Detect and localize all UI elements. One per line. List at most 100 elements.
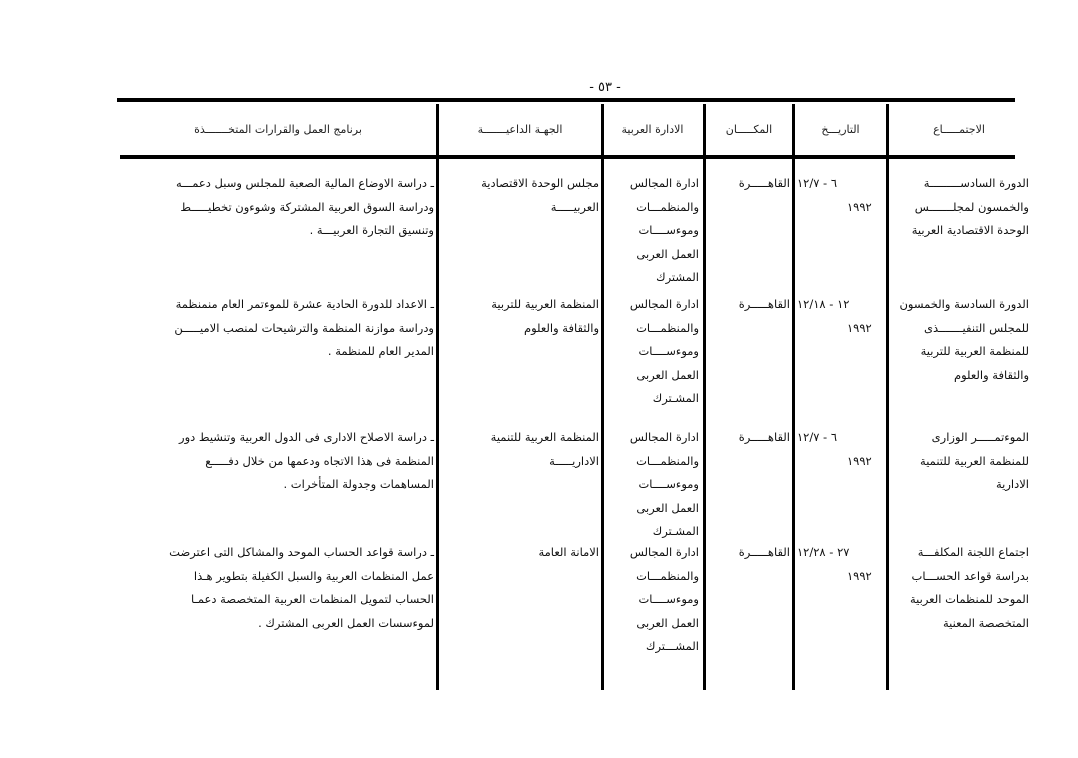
table-cell-date: ٦ - ١٢/٧ ١٩٩٢ xyxy=(797,426,883,473)
cell-line: المنظمة العربية للتنمية xyxy=(490,430,599,444)
cell-line: الاداريـــــة xyxy=(549,453,599,468)
cell-line: المشـــترك xyxy=(645,639,699,653)
cell-line: ١٩٩٢ xyxy=(847,453,872,468)
cell-line: الحساب لتمويل المنظمات العربية المتخصصة … xyxy=(191,592,434,606)
cell-line: المشـترك xyxy=(652,524,699,538)
cell-line: والمنظمـــات xyxy=(636,320,699,335)
cell-line: للمجلس التنفيـــــــذى xyxy=(923,320,1029,335)
cell-line: لموءسسات العمل العربى المشترك . xyxy=(258,615,434,630)
table-cell-arab-admin: ادارة المجالس والمنظمـــات وموءســــات العم… xyxy=(604,172,699,290)
cell-line: القاهـــــرة xyxy=(738,430,790,444)
cell-line: المشترك xyxy=(656,270,699,284)
table-cell-entity: الامانة العامة xyxy=(439,541,599,565)
table-cell-date: ٢٧ - ١٢/٢٨ ١٩٩٢ xyxy=(797,541,883,588)
cell-line: بدراسة قواعد الحســـاب xyxy=(911,568,1029,583)
cell-line: المنظمة العربية للتربية xyxy=(491,297,599,311)
header-rule xyxy=(120,155,1015,159)
cell-line: ٦ - ١٢/٧ xyxy=(797,176,838,190)
cell-line: والثقافة والعلوم xyxy=(953,367,1029,382)
table-cell-arab-admin: ادارة المجالس والمنظمـــات وموءســــات العم… xyxy=(604,541,699,659)
cell-line: للمنظمة العربية للتنمية xyxy=(920,453,1029,468)
cell-line: الادارية xyxy=(996,477,1029,491)
header-date: التاريـــخ xyxy=(821,123,860,136)
column-divider xyxy=(886,104,889,690)
cell-line: وموءســــات xyxy=(638,223,699,237)
table-cell-program: ـ دراسة الاوضاع المالية الصعبة للمجلس وس… xyxy=(112,172,434,243)
table-cell-date: ١٢ - ١٢/١٨ ١٩٩٢ xyxy=(797,293,883,340)
header-place: المكـــــان xyxy=(725,123,773,136)
cell-line: الوحدة الاقتصادية العربية xyxy=(911,223,1029,237)
cell-line: والثقافة والعلوم xyxy=(523,320,599,335)
cell-line: عمل المنظمات العربية والسبل الكفيلة بتطو… xyxy=(193,568,434,583)
cell-line: الموحد للمنظمات العربية xyxy=(909,592,1029,606)
page-number: - ٥٣ - xyxy=(589,80,621,95)
table-cell-entity: المنظمة العربية للتربية والثقافة والعلوم xyxy=(439,293,599,340)
table-cell-program: ـ الاعداد للدورة الحادية عشرة للموءتمر ا… xyxy=(112,293,434,364)
cell-line: الدورة السادســـــــــة xyxy=(923,176,1029,190)
table-cell-arab-admin: ادارة المجالس والمنظمـــات وموءســــات العم… xyxy=(604,293,699,411)
cell-line: ادارة المجالس xyxy=(629,430,699,444)
table-cell-meeting: الموءتمـــــر الوزارى للمنظمة العربية للت… xyxy=(889,426,1029,497)
table-cell-meeting: الدورة السادسة والخمسون للمجلس التنفيــــ… xyxy=(889,293,1029,387)
cell-line: للمنظمة العربية للتربية xyxy=(920,344,1029,358)
cell-line: المدير العام للمنظمة . xyxy=(327,344,434,358)
cell-line: القاهـــــرة xyxy=(738,297,790,311)
table-cell-date: ٦ - ١٢/٧ ١٩٩٢ xyxy=(797,172,883,219)
header-arab-admin: الادارة العربية xyxy=(621,123,684,136)
cell-line: والخمسون لمجلـــــــس xyxy=(914,199,1029,214)
cell-line: ٦ - ١٢/٧ xyxy=(797,430,838,444)
cell-line: الموءتمـــــر الوزارى xyxy=(931,430,1029,444)
table-cell-place: القاهـــــرة xyxy=(706,293,790,317)
table-cell-place: القاهـــــرة xyxy=(706,172,790,196)
cell-line: ١٩٩٢ xyxy=(847,320,872,335)
cell-line: ودراسة موازنة المنظمة والترشيحات لمنصب ا… xyxy=(174,320,434,335)
column-divider xyxy=(436,104,439,690)
cell-line: والمنظمـــات xyxy=(636,568,699,583)
cell-line: اجتماع اللجنة المكلفـــة xyxy=(917,545,1029,559)
cell-line: ادارة المجالس xyxy=(629,297,699,311)
table-cell-program: ـ دراسة الاصلاح الادارى فى الدول العربية… xyxy=(112,426,434,497)
table-cell-place: القاهـــــرة xyxy=(706,541,790,565)
cell-line: المتخصصة المعنية xyxy=(942,615,1029,630)
cell-line: وموءســــات xyxy=(638,592,699,606)
cell-line: ـ دراسة الاصلاح الادارى فى الدول العربية… xyxy=(179,430,434,444)
cell-line: والمنظمـــات xyxy=(636,199,699,214)
cell-line: العمل العربى xyxy=(636,615,699,630)
top-rule xyxy=(117,98,1015,102)
header-meeting: الاجتمـــــاع xyxy=(933,123,985,136)
header-entity: الجهـة الداعيـــــــة xyxy=(477,123,563,136)
cell-line: المنظمة فى هذا الاتجاه ودعمها من خلال دف… xyxy=(205,453,434,468)
table-cell-arab-admin: ادارة المجالس والمنظمـــات وموءســــات العم… xyxy=(604,426,699,544)
table-cell-entity: مجلس الوحدة الاقتصادية العربيـــــة xyxy=(439,172,599,219)
cell-line: ١٩٩٢ xyxy=(847,199,872,214)
header-program: برنامج العمل والقرارات المتخـــــــذة xyxy=(194,123,362,136)
cell-line: الامانة العامة xyxy=(538,545,599,559)
cell-line: ادارة المجالس xyxy=(629,176,699,190)
cell-line: العمل العربى xyxy=(636,367,699,382)
cell-line: وموءســــات xyxy=(638,344,699,358)
table-cell-entity: المنظمة العربية للتنمية الاداريـــــة xyxy=(439,426,599,473)
cell-line: مجلس الوحدة الاقتصادية xyxy=(481,176,599,190)
cell-line: ـ دراسة الاوضاع المالية الصعبة للمجلس وس… xyxy=(175,176,434,190)
column-divider xyxy=(703,104,706,690)
cell-line: وتنسيق التجارة العربيـــة . xyxy=(309,223,434,237)
cell-line: العمل العربى xyxy=(636,500,699,515)
cell-line: المشـترك xyxy=(652,391,699,405)
cell-line: ١٩٩٢ xyxy=(847,568,872,583)
cell-line: المساهمات وجدولة المتأخرات . xyxy=(283,477,435,491)
table-cell-program: ـ دراسة قواعد الحساب الموحد والمشاكل الت… xyxy=(112,541,434,635)
cell-line: ادارة المجالس xyxy=(629,545,699,559)
cell-line: ـ الاعداد للدورة الحادية عشرة للموءتمر ا… xyxy=(175,297,434,311)
cell-line: ٢٧ - ١٢/٢٨ xyxy=(797,545,850,559)
cell-line: القاهـــــرة xyxy=(738,176,790,190)
table-cell-meeting: اجتماع اللجنة المكلفـــة بدراسة قواعد الح… xyxy=(889,541,1029,635)
cell-line: وموءســــات xyxy=(638,477,699,491)
column-divider xyxy=(792,104,795,690)
table-cell-place: القاهـــــرة xyxy=(706,426,790,450)
cell-line: والمنظمـــات xyxy=(636,453,699,468)
cell-line: ـ دراسة قواعد الحساب الموحد والمشاكل الت… xyxy=(169,545,434,559)
cell-line: العربيـــــة xyxy=(550,199,599,214)
cell-line: العمل العربى xyxy=(636,246,699,261)
cell-line: القاهـــــرة xyxy=(738,545,790,559)
cell-line: ١٢ - ١٢/١٨ xyxy=(797,297,850,311)
